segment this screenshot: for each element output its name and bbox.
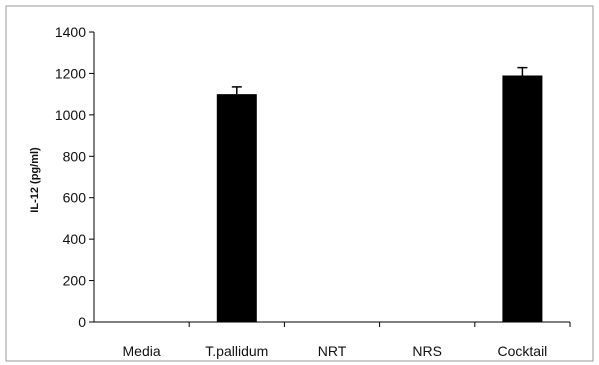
y-tick-label: 1000	[55, 107, 86, 123]
y-tick-label: 800	[63, 148, 87, 164]
y-tick-label: 200	[63, 273, 87, 289]
x-tick-label: Media	[123, 343, 161, 359]
bar-cocktail	[502, 75, 543, 322]
x-tick-label: NRT	[318, 343, 347, 359]
x-tick-label: NRS	[412, 343, 442, 359]
y-tick-label: 0	[78, 314, 86, 330]
x-tick-label: Cocktail	[498, 343, 548, 359]
plot-area: 0 200 400 600 800 1000 1200 1400 Media T.pallidum…	[55, 24, 571, 359]
y-tick-label: 400	[63, 231, 87, 247]
chart-frame	[5, 5, 594, 362]
x-tick-label: T.pallidum	[205, 343, 268, 359]
y-tick-label: 1200	[55, 65, 86, 81]
bar-t-pallidum	[216, 94, 257, 323]
y-axis-label: IL-12 (pg/ml)	[29, 147, 41, 213]
y-tick-label: 600	[63, 190, 87, 206]
y-tick-label: 1400	[55, 24, 86, 40]
